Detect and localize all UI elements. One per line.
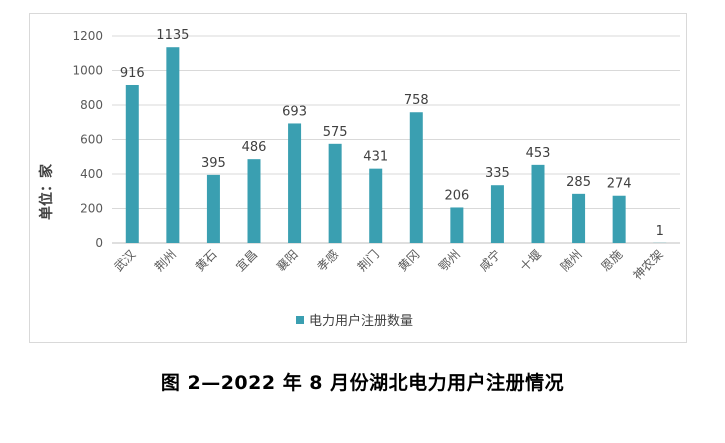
data-label: 431 bbox=[363, 150, 388, 165]
y-axis-title: 单位：家 bbox=[38, 163, 55, 220]
x-tick-label: 黄冈 bbox=[396, 247, 423, 274]
data-label: 486 bbox=[242, 140, 267, 155]
x-tick-label: 襄阳 bbox=[273, 247, 301, 275]
bar bbox=[247, 159, 261, 243]
x-tick-label: 宜昌 bbox=[233, 247, 261, 275]
bar bbox=[612, 195, 626, 243]
x-tick-label: 随州 bbox=[557, 247, 585, 275]
bar bbox=[409, 112, 423, 244]
figure-caption: 图 2—2022 年 8 月份湖北电力用户注册情况 bbox=[160, 372, 565, 394]
data-label: 453 bbox=[526, 146, 551, 161]
y-tick-label: 1000 bbox=[72, 64, 103, 78]
legend-swatch bbox=[296, 316, 304, 324]
x-tick-label: 荆门 bbox=[354, 247, 382, 275]
legend: 电力用户注册数量 bbox=[296, 313, 413, 329]
bar bbox=[450, 207, 464, 243]
x-tick-label: 鄂州 bbox=[436, 247, 463, 274]
y-tick-label: 800 bbox=[80, 98, 103, 112]
x-tick-label: 荆州 bbox=[152, 247, 179, 274]
x-axis-labels: 武汉 荆州 黄石 宜昌 襄阳 孝感 荆门 黄冈 鄂州 咸宁 十堰 随州 恩施 神农架 bbox=[112, 247, 666, 283]
data-label: 693 bbox=[282, 104, 307, 119]
chart-container: 0 200 400 600 800 1000 1200 916 1135 395 486 693 57… bbox=[29, 13, 687, 343]
x-tick-label: 黄石 bbox=[193, 247, 220, 274]
x-tick-label: 咸宁 bbox=[476, 247, 504, 275]
bar bbox=[490, 185, 504, 243]
data-label: 274 bbox=[607, 177, 632, 192]
y-tick-label: 0 bbox=[95, 236, 103, 250]
gridlines bbox=[112, 35, 680, 244]
data-label: 335 bbox=[485, 166, 510, 181]
data-label: 916 bbox=[120, 66, 145, 81]
x-tick-label: 神农架 bbox=[630, 247, 665, 282]
y-tick-label: 400 bbox=[80, 167, 103, 181]
legend-label: 电力用户注册数量 bbox=[309, 313, 413, 329]
bar bbox=[206, 174, 220, 243]
x-tick-label: 孝感 bbox=[314, 247, 342, 275]
bar bbox=[288, 123, 302, 243]
x-tick-label: 恩施 bbox=[598, 247, 625, 274]
data-label: 285 bbox=[566, 175, 591, 190]
bar bbox=[369, 168, 383, 243]
bar-chart: 0 200 400 600 800 1000 1200 916 1135 395 486 693 57… bbox=[38, 28, 680, 329]
data-label: 758 bbox=[404, 93, 429, 108]
bars bbox=[125, 47, 667, 244]
y-tick-label: 200 bbox=[80, 202, 103, 216]
data-label: 575 bbox=[323, 125, 348, 140]
x-tick-label: 武汉 bbox=[112, 247, 139, 274]
y-tick-label: 600 bbox=[80, 133, 103, 147]
data-label: 1 bbox=[656, 224, 664, 239]
data-label: 1135 bbox=[156, 28, 189, 43]
data-label: 395 bbox=[201, 156, 226, 171]
bar bbox=[166, 47, 180, 244]
x-tick-label: 十堰 bbox=[517, 247, 544, 274]
y-tick-label: 1200 bbox=[72, 29, 103, 43]
bar bbox=[531, 164, 545, 243]
bar bbox=[328, 143, 342, 243]
data-label: 206 bbox=[444, 188, 469, 203]
y-axis-ticks: 0 200 400 600 800 1000 1200 bbox=[72, 29, 103, 250]
bar bbox=[572, 193, 586, 243]
bar bbox=[125, 84, 139, 244]
data-labels: 916 1135 395 486 693 575 431 758 206 335 453 285 274… bbox=[120, 28, 664, 239]
